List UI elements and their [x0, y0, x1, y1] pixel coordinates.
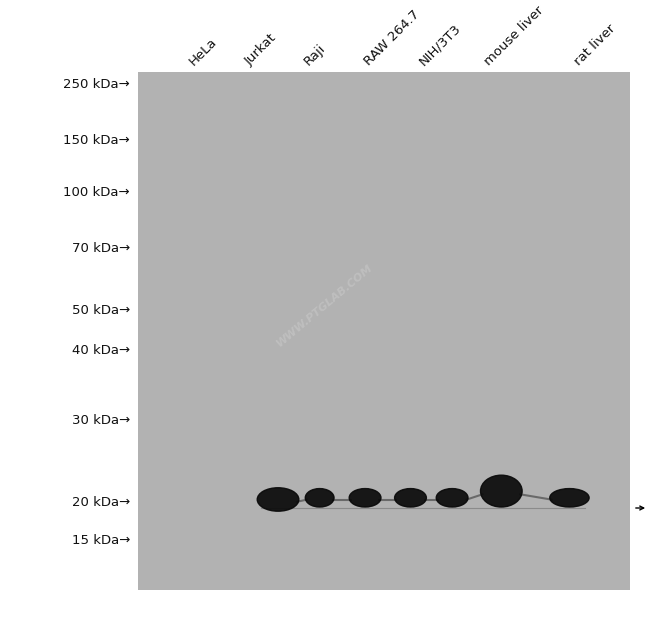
Ellipse shape — [306, 489, 334, 507]
Ellipse shape — [550, 489, 589, 507]
Text: 250 kDa→: 250 kDa→ — [63, 78, 130, 91]
Text: Jurkat: Jurkat — [242, 32, 279, 68]
Text: RAW 264.7: RAW 264.7 — [362, 7, 422, 68]
Text: rat liver: rat liver — [572, 22, 618, 68]
Text: 40 kDa→: 40 kDa→ — [72, 344, 130, 357]
Ellipse shape — [395, 489, 426, 507]
Ellipse shape — [480, 475, 522, 507]
Text: NIH/3T3: NIH/3T3 — [417, 22, 463, 68]
Ellipse shape — [436, 489, 468, 507]
Text: 20 kDa→: 20 kDa→ — [72, 496, 130, 509]
Text: 150 kDa→: 150 kDa→ — [63, 133, 130, 146]
Ellipse shape — [349, 489, 381, 507]
Text: 70 kDa→: 70 kDa→ — [72, 242, 130, 255]
Text: 30 kDa→: 30 kDa→ — [72, 415, 130, 428]
Text: Raji: Raji — [302, 41, 328, 68]
Text: mouse liver: mouse liver — [482, 4, 547, 68]
Text: 100 kDa→: 100 kDa→ — [64, 187, 130, 200]
Text: HeLa: HeLa — [187, 35, 220, 68]
Text: 50 kDa→: 50 kDa→ — [72, 303, 130, 316]
Ellipse shape — [257, 488, 299, 511]
Text: WWW.PTGLAB.COM: WWW.PTGLAB.COM — [275, 262, 375, 348]
Text: 15 kDa→: 15 kDa→ — [72, 533, 130, 546]
